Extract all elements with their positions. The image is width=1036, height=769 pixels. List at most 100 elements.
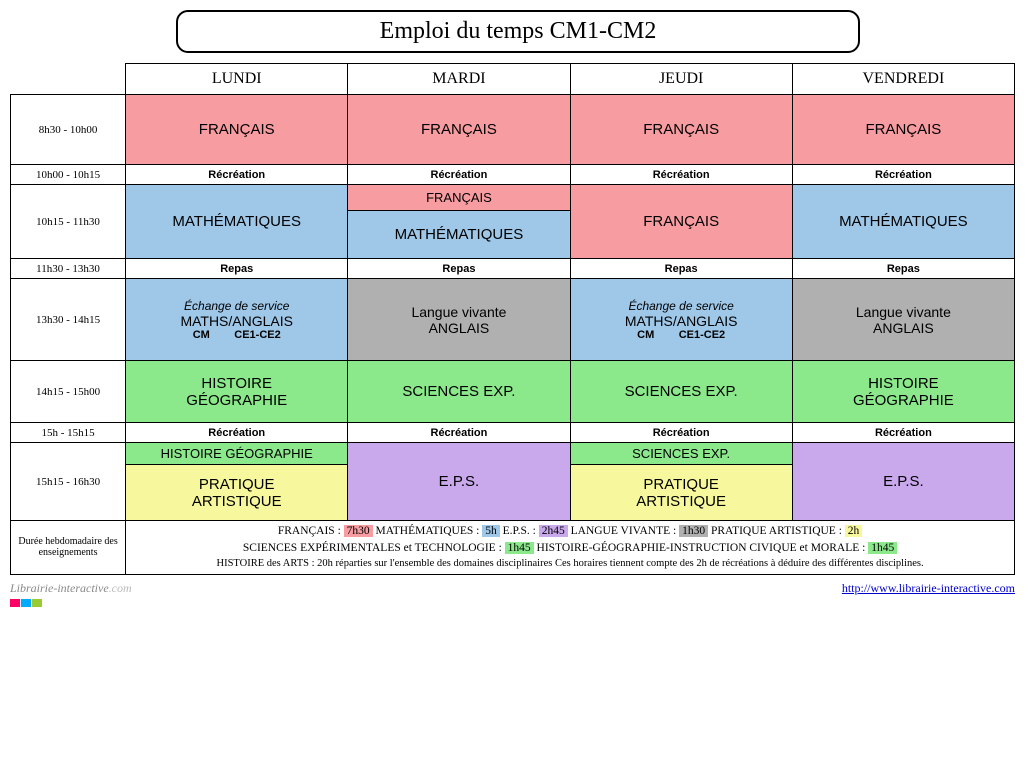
chip-sciences: 1h45 xyxy=(505,542,534,554)
anglais-main: ANGLAIS xyxy=(797,320,1010,336)
dur-seg: SCIENCES EXPÉRIMENTALES et TECHNOLOGIE : xyxy=(243,542,505,554)
exchange-detail: CM CE1-CE2 xyxy=(130,329,343,341)
cell-recreation: Récréation xyxy=(792,423,1014,443)
cell-eps: E.P.S. xyxy=(792,443,1014,521)
dur-seg: LANGUE VIVANTE : xyxy=(568,525,679,537)
time-label: 14h15 - 15h00 xyxy=(11,361,126,423)
chip-langue: 1h30 xyxy=(679,525,708,537)
art-line2: ARTISTIQUE xyxy=(130,493,343,510)
logo-text: Librairie-interactive.com xyxy=(10,581,132,595)
cell-francais-half: FRANÇAIS xyxy=(348,185,570,211)
corner-cell xyxy=(11,64,126,95)
cell-sciences: SCIENCES EXP. xyxy=(348,361,570,423)
cell-francais: FRANÇAIS xyxy=(792,95,1014,165)
cell-francais: FRANÇAIS xyxy=(570,185,792,259)
cell-repas: Repas xyxy=(570,259,792,279)
cell-histgeo-half: HISTOIRE GÉOGRAPHIE xyxy=(126,443,348,465)
chip-maths: 5h xyxy=(482,525,500,537)
time-label: 13h30 - 14h15 xyxy=(11,279,126,361)
cell-repas: Repas xyxy=(792,259,1014,279)
art-line2: ARTISTIQUE xyxy=(575,493,788,510)
dur-seg: MATHÉMATIQUES : xyxy=(373,525,483,537)
time-label: 15h - 15h15 xyxy=(11,423,126,443)
dur-seg: E.P.S. : xyxy=(500,525,539,537)
day-header-lundi: LUNDI xyxy=(126,64,348,95)
row-recreation-2: 15h - 15h15 Récréation Récréation Récréa… xyxy=(11,423,1015,443)
dur-line2: SCIENCES EXPÉRIMENTALES et TECHNOLOGIE :… xyxy=(130,540,1010,557)
row-1015a: 10h15 - 11h30 MATHÉMATIQUES FRANÇAIS FRA… xyxy=(11,185,1015,211)
exchange-ce: CE1-CE2 xyxy=(679,329,725,341)
header-row: LUNDI MARDI JEUDI VENDREDI xyxy=(11,64,1015,95)
exchange-main: MATHS/ANGLAIS xyxy=(575,313,788,329)
cell-sciences: SCIENCES EXP. xyxy=(570,361,792,423)
row-0830: 8h30 - 10h00 FRANÇAIS FRANÇAIS FRANÇAIS … xyxy=(11,95,1015,165)
page-title: Emploi du temps CM1-CM2 xyxy=(176,10,860,53)
hg-line2: GÉOGRAPHIE xyxy=(130,392,343,409)
anglais-top: Langue vivante xyxy=(352,304,565,320)
chip-histgeo: 1h45 xyxy=(868,542,897,554)
exchange-detail: CM CE1-CE2 xyxy=(575,329,788,341)
exchange-cm: CM xyxy=(193,329,210,341)
dur-seg: PRATIQUE ARTISTIQUE : xyxy=(708,525,845,537)
cell-recreation: Récréation xyxy=(126,423,348,443)
cell-maths-half: MATHÉMATIQUES xyxy=(348,211,570,259)
row-repas: 11h30 - 13h30 Repas Repas Repas Repas xyxy=(11,259,1015,279)
cell-histgeo: HISTOIRE GÉOGRAPHIE xyxy=(792,361,1014,423)
cell-maths: MATHÉMATIQUES xyxy=(126,185,348,259)
row-1515a: 15h15 - 16h30 HISTOIRE GÉOGRAPHIE E.P.S.… xyxy=(11,443,1015,465)
day-header-mardi: MARDI xyxy=(348,64,570,95)
cell-eps: E.P.S. xyxy=(348,443,570,521)
row-1330: 13h30 - 14h15 Échange de service MATHS/A… xyxy=(11,279,1015,361)
cell-francais: FRANÇAIS xyxy=(348,95,570,165)
exchange-cm: CM xyxy=(637,329,654,341)
anglais-main: ANGLAIS xyxy=(352,320,565,336)
time-label: 8h30 - 10h00 xyxy=(11,95,126,165)
time-label: 10h15 - 11h30 xyxy=(11,185,126,259)
art-line1: PRATIQUE xyxy=(575,476,788,493)
timetable: LUNDI MARDI JEUDI VENDREDI 8h30 - 10h00 … xyxy=(10,63,1015,575)
cell-sciences-half: SCIENCES EXP. xyxy=(570,443,792,465)
dur-seg: HISTOIRE-GÉOGRAPHIE-INSTRUCTION CIVIQUE … xyxy=(534,542,869,554)
art-line1: PRATIQUE xyxy=(130,476,343,493)
footer: Librairie-interactive.com http://www.lib… xyxy=(10,581,1015,611)
row-1415: 14h15 - 15h00 HISTOIRE GÉOGRAPHIE SCIENC… xyxy=(11,361,1015,423)
exchange-top: Échange de service xyxy=(130,299,343,313)
time-label: 15h15 - 16h30 xyxy=(11,443,126,521)
time-label: 10h00 - 10h15 xyxy=(11,165,126,185)
logo-bars-icon xyxy=(10,596,43,611)
cell-anglais: Langue vivante ANGLAIS xyxy=(792,279,1014,361)
cell-francais: FRANÇAIS xyxy=(126,95,348,165)
row-recreation: 10h00 - 10h15 Récréation Récréation Récr… xyxy=(11,165,1015,185)
exchange-ce: CE1-CE2 xyxy=(234,329,280,341)
day-header-vendredi: VENDREDI xyxy=(792,64,1014,95)
row-duration: Durée hebdomadaire des enseignements FRA… xyxy=(11,521,1015,575)
cell-exchange: Échange de service MATHS/ANGLAIS CM CE1-… xyxy=(126,279,348,361)
cell-artistique: PRATIQUE ARTISTIQUE xyxy=(570,465,792,521)
cell-recreation: Récréation xyxy=(792,165,1014,185)
cell-exchange: Échange de service MATHS/ANGLAIS CM CE1-… xyxy=(570,279,792,361)
cell-recreation: Récréation xyxy=(348,165,570,185)
duration-label: Durée hebdomadaire des enseignements xyxy=(11,521,126,575)
footer-url[interactable]: http://www.librairie-interactive.com xyxy=(842,581,1015,611)
dur-line3: HISTOIRE des ARTS : 20h réparties sur l'… xyxy=(130,556,1010,571)
cell-francais: FRANÇAIS xyxy=(570,95,792,165)
footer-logo: Librairie-interactive.com xyxy=(10,581,132,611)
day-header-jeudi: JEUDI xyxy=(570,64,792,95)
cell-repas: Repas xyxy=(126,259,348,279)
hg-line2: GÉOGRAPHIE xyxy=(797,392,1010,409)
cell-histgeo: HISTOIRE GÉOGRAPHIE xyxy=(126,361,348,423)
cell-recreation: Récréation xyxy=(348,423,570,443)
hg-line1: HISTOIRE xyxy=(130,375,343,392)
duration-text: FRANÇAIS : 7h30 MATHÉMATIQUES : 5h E.P.S… xyxy=(126,521,1015,575)
chip-artistique: 2h xyxy=(845,525,863,537)
chip-eps: 2h45 xyxy=(539,525,568,537)
cell-anglais: Langue vivante ANGLAIS xyxy=(348,279,570,361)
time-label: 11h30 - 13h30 xyxy=(11,259,126,279)
anglais-top: Langue vivante xyxy=(797,304,1010,320)
cell-maths: MATHÉMATIQUES xyxy=(792,185,1014,259)
exchange-main: MATHS/ANGLAIS xyxy=(130,313,343,329)
dur-seg: FRANÇAIS : xyxy=(278,525,344,537)
cell-recreation: Récréation xyxy=(570,165,792,185)
cell-artistique: PRATIQUE ARTISTIQUE xyxy=(126,465,348,521)
chip-francais: 7h30 xyxy=(344,525,373,537)
